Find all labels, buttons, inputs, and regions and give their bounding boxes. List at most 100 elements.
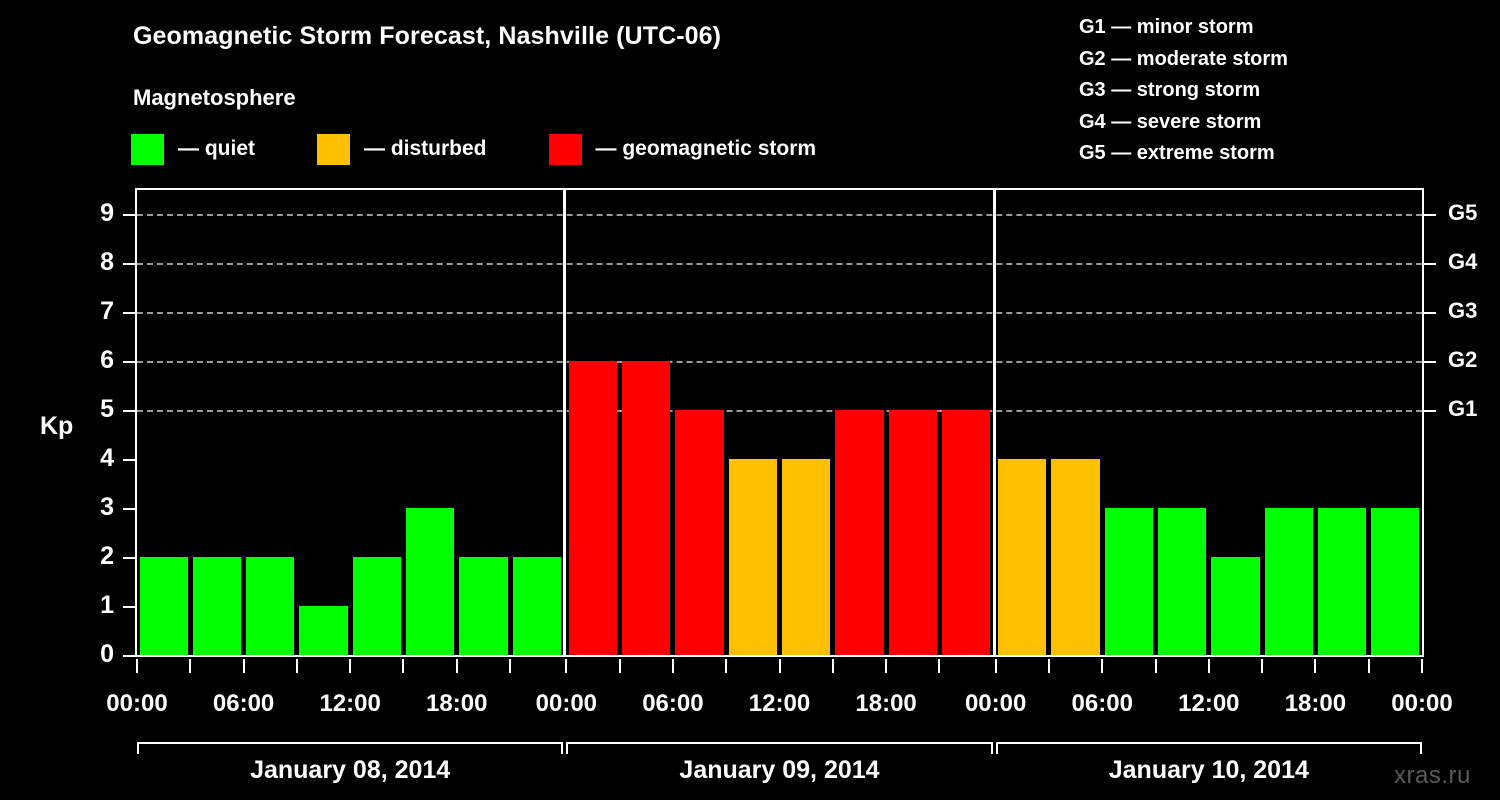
bar[interactable] xyxy=(782,459,831,655)
x-tick-mark xyxy=(565,659,568,673)
bar[interactable] xyxy=(998,459,1047,655)
x-tick-mark xyxy=(349,659,352,673)
x-tick-label: 12:00 xyxy=(1178,690,1240,717)
bar[interactable] xyxy=(1051,459,1100,655)
bar[interactable] xyxy=(835,410,884,655)
bar[interactable] xyxy=(192,557,242,655)
y-tick-mark-4 xyxy=(123,459,135,462)
y-axis-title: Kp xyxy=(40,412,74,440)
g-scale-row-g1: G1 — minor storm xyxy=(1079,16,1254,38)
x-tick-mark xyxy=(885,659,888,673)
y-tick-mark-6 xyxy=(123,361,135,364)
bar[interactable] xyxy=(1264,508,1313,655)
bar[interactable] xyxy=(888,410,937,655)
gridline-kp-6 xyxy=(137,361,1422,364)
orange-swatch-icon xyxy=(317,133,350,165)
x-tick-mark xyxy=(725,659,728,673)
day-bracket xyxy=(137,742,564,754)
x-tick-mark xyxy=(778,659,781,673)
y-tick-label-3: 3 xyxy=(100,493,114,522)
bar[interactable] xyxy=(1371,508,1420,655)
x-tick-mark xyxy=(295,659,298,673)
x-tick-label: 18:00 xyxy=(426,690,488,717)
x-tick-mark xyxy=(671,659,674,673)
y-tick-mark-5 xyxy=(123,410,135,413)
green-swatch-icon xyxy=(131,133,164,165)
x-tick-mark xyxy=(1154,659,1157,673)
g-tick-mark-G4 xyxy=(1424,263,1436,266)
y-tick-mark-9 xyxy=(123,214,135,217)
y-tick-label-4: 4 xyxy=(100,444,114,473)
x-tick-mark xyxy=(136,659,138,673)
g-tick-mark-G5 xyxy=(1424,214,1436,217)
x-tick-mark xyxy=(618,659,621,673)
g-scale-row-g5: G5 — extreme storm xyxy=(1079,142,1275,164)
gridline-kp-8 xyxy=(137,263,1422,266)
bar[interactable] xyxy=(568,361,618,655)
bar[interactable] xyxy=(1211,557,1260,655)
gridline-kp-9 xyxy=(137,214,1422,217)
g-scale-row-g3: G3 — strong storm xyxy=(1079,79,1261,101)
page-title: Geomagnetic Storm Forecast, Nashville (U… xyxy=(133,22,722,50)
x-tick-label: 00:00 xyxy=(1391,690,1453,717)
x-tick-mark xyxy=(1367,659,1370,673)
g-tick-mark-G2 xyxy=(1424,361,1436,364)
bar[interactable] xyxy=(622,361,671,655)
bar[interactable] xyxy=(352,557,401,655)
g-tick-label-G5: G5 xyxy=(1448,200,1478,226)
x-tick-label: 06:00 xyxy=(1071,690,1133,717)
x-tick-mark xyxy=(509,659,512,673)
bar[interactable] xyxy=(459,557,508,655)
g-tick-label-G2: G2 xyxy=(1448,347,1478,373)
bar[interactable] xyxy=(941,410,991,655)
bar[interactable] xyxy=(1158,508,1207,655)
y-tick-label-0: 0 xyxy=(100,640,114,668)
bar[interactable] xyxy=(512,557,561,655)
x-tick-mark xyxy=(1101,659,1104,673)
y-tick-label-1: 1 xyxy=(100,591,114,620)
y-tick-mark-2 xyxy=(123,557,135,560)
g-tick-label-G1: G1 xyxy=(1448,396,1478,422)
color-legend: — quiet — disturbed — geomagnetic storm xyxy=(131,133,816,165)
y-tick-label-8: 8 xyxy=(100,248,114,277)
bar[interactable] xyxy=(299,606,348,655)
g-scale-legend: G1 — minor storm G2 — moderate storm G3 … xyxy=(1079,12,1288,170)
day-separator xyxy=(992,190,996,655)
bar[interactable] xyxy=(405,508,455,655)
x-tick-label: 00:00 xyxy=(106,690,168,717)
x-tick-mark xyxy=(1261,659,1264,673)
g-scale-row-g2: G2 — moderate storm xyxy=(1079,47,1288,70)
legend-label-storm: — geomagnetic storm xyxy=(595,137,817,160)
bar[interactable] xyxy=(1317,508,1367,655)
x-tick-label: 12:00 xyxy=(319,690,381,717)
bar[interactable] xyxy=(1104,508,1154,655)
x-tick-mark xyxy=(242,659,245,673)
legend-item-quiet: — quiet xyxy=(131,133,255,165)
legend-label-quiet: — quiet xyxy=(178,137,255,160)
x-tick-label: 18:00 xyxy=(855,690,917,717)
day-bracket xyxy=(995,742,1422,754)
g-tick-label-G3: G3 xyxy=(1448,298,1478,324)
x-tick-label: 06:00 xyxy=(642,690,704,717)
x-tick-mark xyxy=(831,659,834,673)
chart-subtitle: Magnetosphere xyxy=(133,85,296,110)
y-tick-label-6: 6 xyxy=(100,346,114,375)
g-tick-label-G4: G4 xyxy=(1448,249,1478,275)
bar[interactable] xyxy=(246,557,295,655)
bar[interactable] xyxy=(675,410,724,655)
y-tick-label-2: 2 xyxy=(100,542,114,571)
g-tick-mark-G3 xyxy=(1424,312,1436,315)
x-tick-mark xyxy=(938,659,941,673)
gridline-kp-7 xyxy=(137,312,1422,315)
bar[interactable] xyxy=(728,459,777,655)
day-date-label: January 09, 2014 xyxy=(679,756,880,784)
y-tick-mark-3 xyxy=(123,508,135,511)
x-tick-mark xyxy=(189,659,192,673)
y-tick-label-5: 5 xyxy=(100,395,114,424)
y-tick-label-9: 9 xyxy=(100,199,114,228)
x-tick-mark xyxy=(1047,659,1050,673)
x-tick-mark xyxy=(455,659,458,673)
x-tick-label: 18:00 xyxy=(1284,690,1347,717)
bar[interactable] xyxy=(139,557,188,655)
x-tick-label: 00:00 xyxy=(535,690,598,717)
